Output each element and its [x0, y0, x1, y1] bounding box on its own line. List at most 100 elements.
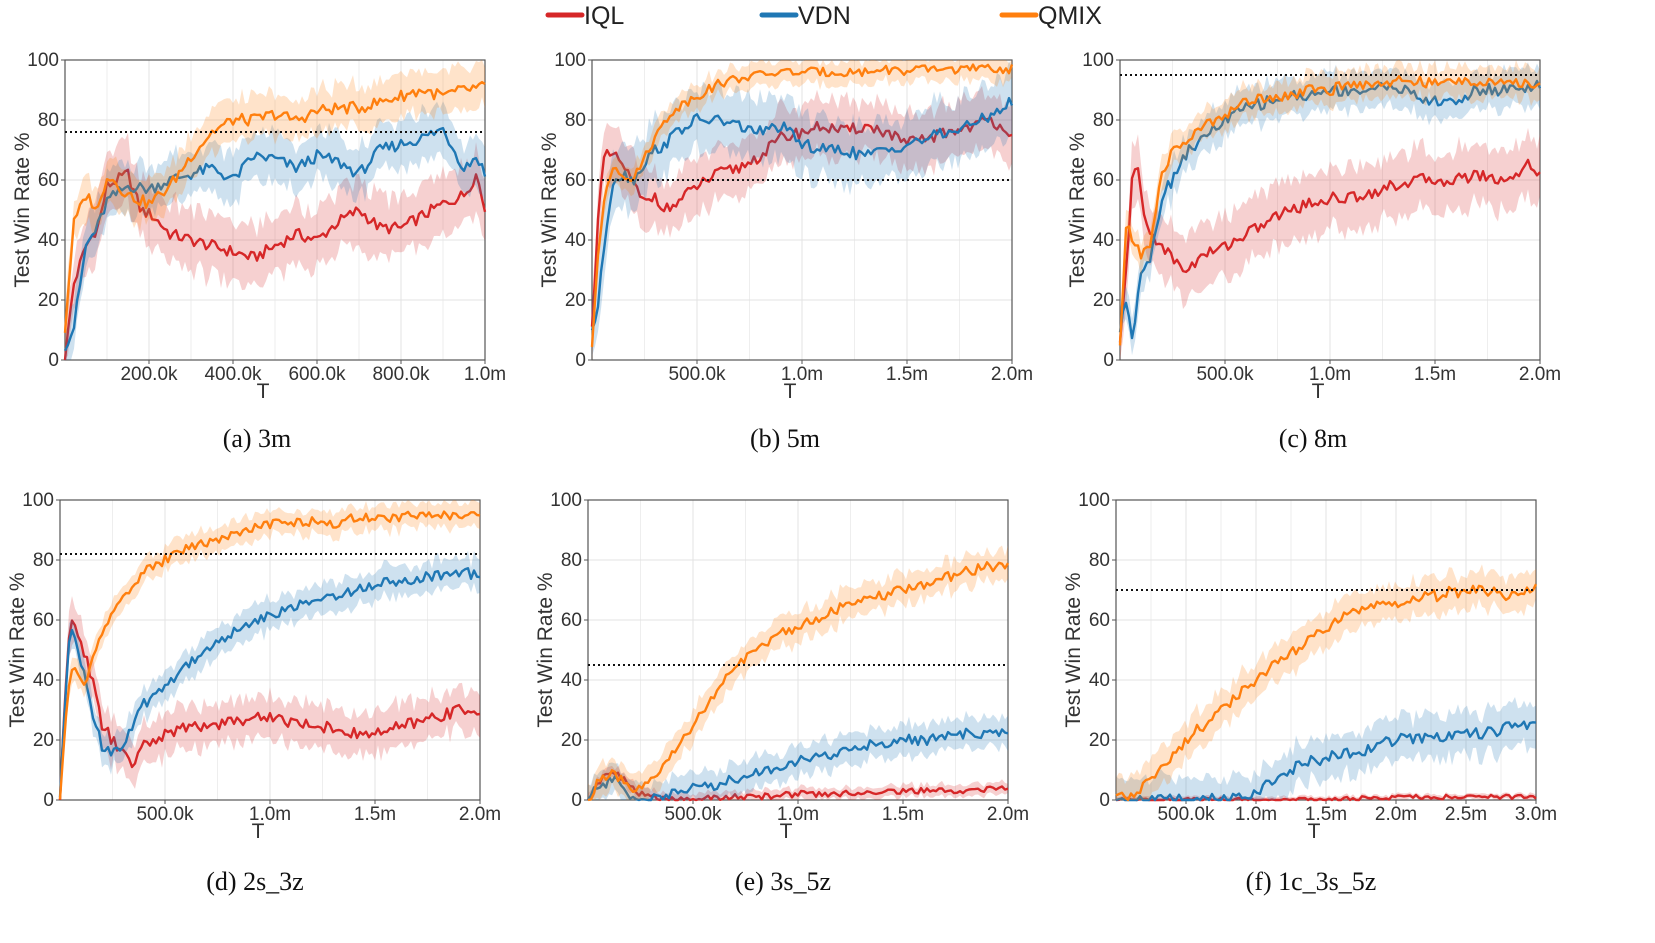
x-tick-label: 1.5m: [1305, 804, 1347, 825]
x-tick-label: 3.0m: [1515, 804, 1557, 825]
y-tick-label: 80: [1093, 110, 1114, 131]
y-tick-label: 100: [1082, 50, 1114, 71]
y-axis-label: Test Win Rate %: [1062, 572, 1085, 727]
x-tick-label: 1.0m: [464, 364, 506, 385]
x-axis-label: T: [784, 380, 797, 403]
x-tick-label: 1.0m: [1235, 804, 1277, 825]
y-tick-label: 100: [550, 490, 582, 511]
x-tick-label: 500.0k: [1196, 364, 1254, 385]
subplot-caption: (a) 3m: [223, 424, 292, 453]
subplot-2s-3z: 0 20 40 60 80 100 500.0k 1.0m 1.5m 2.0m T Test Win …: [6, 490, 501, 896]
subplot-caption: (b) 5m: [750, 424, 820, 453]
y-tick-label: 60: [1089, 610, 1110, 631]
subplot-caption: (c) 8m: [1279, 424, 1348, 453]
line-vdn: [1115, 720, 1537, 802]
y-tick-label: 100: [27, 50, 59, 71]
line-qmix: [590, 63, 1014, 348]
x-tick-label: 500.0k: [136, 804, 194, 825]
y-tick-label: 100: [554, 50, 586, 71]
band-vdn: [588, 710, 1008, 800]
y-tick-label: 0: [48, 350, 59, 371]
x-tick-label: 1.0m: [249, 804, 291, 825]
x-axis-label: T: [257, 380, 270, 403]
y-tick-label: 40: [38, 230, 59, 251]
x-tick-label: 2.0m: [1519, 364, 1561, 385]
x-axis-label: T: [252, 820, 265, 843]
x-tick-label: 1.5m: [354, 804, 396, 825]
y-tick-label: 20: [565, 290, 586, 311]
band-vdn: [592, 61, 1012, 357]
y-axis-label: Test Win Rate %: [11, 132, 34, 287]
band-iql: [588, 765, 1008, 800]
x-tick-label: 1.0m: [1309, 364, 1351, 385]
y-axis-label: Test Win Rate %: [534, 572, 557, 727]
subplot-caption: (d) 2s_3z: [206, 867, 303, 896]
y-tick-label: 80: [1089, 550, 1110, 571]
x-tick-label: 800.0k: [372, 364, 430, 385]
y-tick-label: 20: [33, 730, 54, 751]
line-vdn: [587, 727, 1009, 802]
band-qmix: [1120, 60, 1540, 358]
line-iql: [58, 619, 481, 801]
y-tick-label: 0: [1099, 790, 1110, 811]
legend-label-iql: IQL: [584, 2, 624, 30]
band-iql: [1120, 127, 1540, 361]
legend-item-iql: IQL: [545, 2, 624, 30]
y-tick-label: 100: [22, 490, 54, 511]
x-axis-label: T: [1308, 820, 1321, 843]
y-tick-label: 40: [33, 670, 54, 691]
x-tick-label: 2.0m: [459, 804, 501, 825]
y-tick-label: 60: [33, 610, 54, 631]
x-tick-label: 200.0k: [120, 364, 178, 385]
y-tick-label: 80: [38, 110, 59, 131]
y-axis-label: Test Win Rate %: [1066, 132, 1089, 287]
y-tick-label: 40: [565, 230, 586, 251]
legend-label-vdn: VDN: [798, 2, 851, 30]
y-tick-label: 0: [43, 790, 54, 811]
legend-label-qmix: QMIX: [1038, 2, 1102, 30]
y-tick-label: 0: [571, 790, 582, 811]
x-tick-label: 1.0m: [777, 804, 819, 825]
band-vdn: [1120, 62, 1540, 356]
y-tick-label: 20: [38, 290, 59, 311]
line-qmix: [1115, 583, 1538, 802]
legend: IQL VDN QMIX: [545, 2, 1102, 30]
subplot-1c-3s-5z: 0 20 40 60 80 100 500.0k 1.0m 1.5m 2.0m 2.5m 3.0m T T…: [1062, 490, 1557, 896]
x-tick-label: 2.5m: [1445, 804, 1487, 825]
x-tick-label: 500.0k: [664, 804, 722, 825]
x-tick-label: 600.0k: [288, 364, 346, 385]
y-tick-label: 80: [565, 110, 586, 131]
line-vdn: [590, 96, 1014, 331]
line-iql: [587, 770, 1009, 802]
x-tick-label: 1.5m: [1414, 364, 1456, 385]
y-tick-label: 40: [1093, 230, 1114, 251]
line-iql: [1115, 793, 1537, 802]
y-tick-label: 0: [1103, 350, 1114, 371]
y-tick-label: 60: [1093, 170, 1114, 191]
y-tick-label: 40: [561, 670, 582, 691]
line-qmix: [58, 510, 481, 800]
legend-item-vdn: VDN: [759, 2, 851, 30]
y-tick-label: 60: [565, 170, 586, 191]
subplot-3m: 0 20 40 60 80 100 200.0k 400.0k 600.0k 800.0k 1.0m…: [11, 50, 506, 453]
line-qmix: [1118, 75, 1541, 346]
subplot-caption: (e) 3s_5z: [735, 867, 831, 896]
line-iql: [1118, 158, 1541, 343]
y-tick-label: 100: [1078, 490, 1110, 511]
y-tick-label: 60: [561, 610, 582, 631]
line-vdn: [1118, 79, 1542, 340]
x-tick-label: 400.0k: [204, 364, 262, 385]
y-tick-label: 80: [561, 550, 582, 571]
band-iql: [592, 86, 1012, 358]
subplot-5m: 0 20 40 60 80 100 500.0k 1.0m 1.5m 2.0m T Test Win …: [538, 50, 1033, 453]
subplot-caption: (f) 1c_3s_5z: [1246, 867, 1377, 896]
y-tick-label: 80: [33, 550, 54, 571]
x-tick-label: 1.5m: [882, 804, 924, 825]
y-tick-label: 40: [1089, 670, 1110, 691]
band-iql: [60, 596, 480, 800]
x-tick-label: 1.5m: [886, 364, 928, 385]
y-tick-label: 20: [561, 730, 582, 751]
y-tick-label: 60: [38, 170, 59, 191]
y-tick-label: 20: [1093, 290, 1114, 311]
